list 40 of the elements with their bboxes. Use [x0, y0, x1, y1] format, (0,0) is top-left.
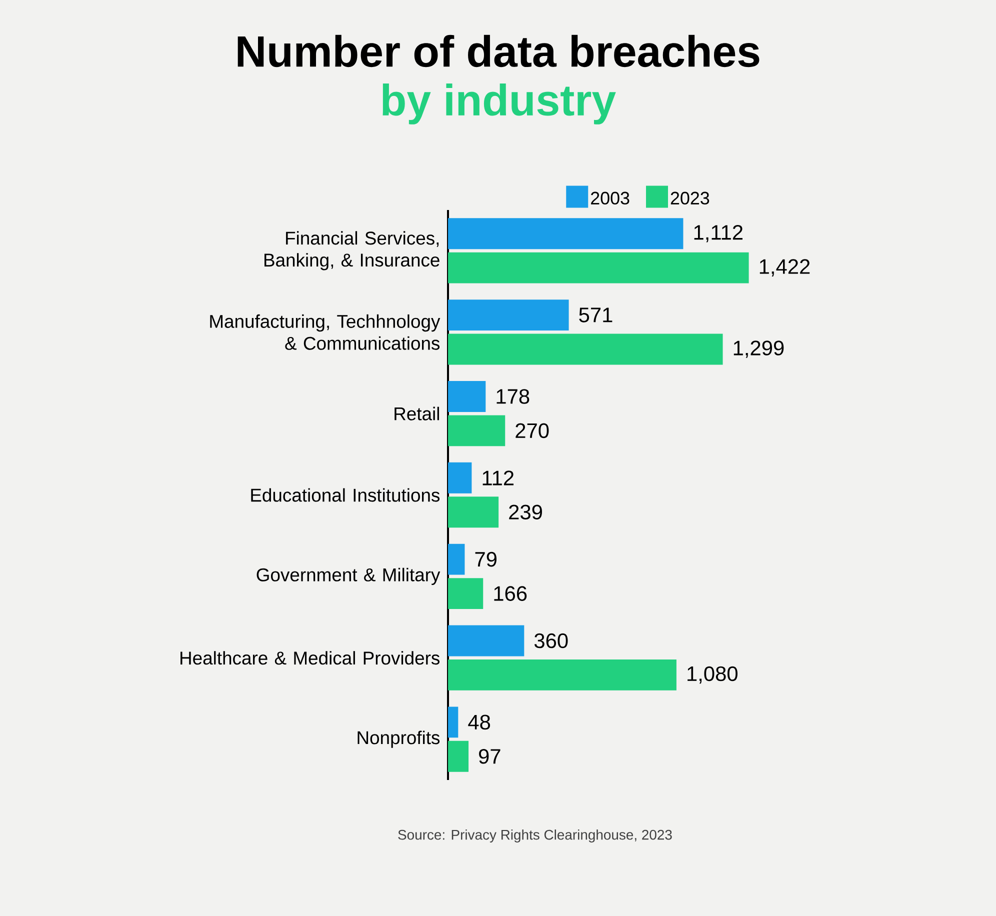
data-label: 1,299	[734, 340, 784, 358]
data-label: 112	[482, 470, 514, 486]
bar	[448, 659, 676, 690]
bar	[448, 625, 524, 656]
bar	[448, 415, 506, 446]
data-label: 360	[534, 633, 568, 648]
data-label: 166	[494, 586, 527, 601]
data-label: 571	[579, 308, 612, 322]
legend-label: 2003	[591, 192, 630, 204]
y-tick-label: Healthcare & Medical Providers	[180, 651, 440, 665]
bar	[448, 462, 472, 494]
data-label: 270	[516, 423, 549, 438]
y-tick-label: Retail	[394, 406, 439, 420]
y-tick-label: Educational Institutions	[251, 488, 440, 502]
data-label: 97	[479, 748, 500, 764]
bar	[448, 252, 749, 284]
bar	[448, 740, 469, 772]
y-tick-label: Manufacturing, Techhnology & Communications	[210, 314, 440, 350]
bar	[448, 300, 569, 331]
data-label: 1,080	[688, 666, 738, 684]
data-label: 48	[468, 714, 490, 730]
data-label: 1,112	[694, 224, 742, 242]
chart-title: Number of data breaches	[238, 34, 760, 68]
data-label: 239	[509, 504, 542, 520]
bar	[448, 334, 723, 365]
source-note: Source: Privacy Rights Clearinghouse, 2023	[398, 829, 672, 842]
bar	[448, 544, 465, 575]
bar	[448, 706, 458, 738]
data-label: 79	[475, 552, 497, 567]
bar	[448, 496, 499, 528]
bar	[448, 218, 684, 250]
bar	[448, 578, 484, 610]
y-tick-label: Financial Services, Banking, & Insurance	[264, 231, 440, 270]
y-tick-label: Government & Military	[256, 568, 440, 586]
y-tick-label: Nonprofits	[358, 730, 440, 748]
data-label: 178	[496, 389, 530, 404]
data-label: 1,422	[760, 259, 810, 276]
chart-subtitle: by industry	[382, 84, 616, 124]
bar	[448, 381, 486, 412]
legend-label: 2023	[670, 192, 710, 204]
